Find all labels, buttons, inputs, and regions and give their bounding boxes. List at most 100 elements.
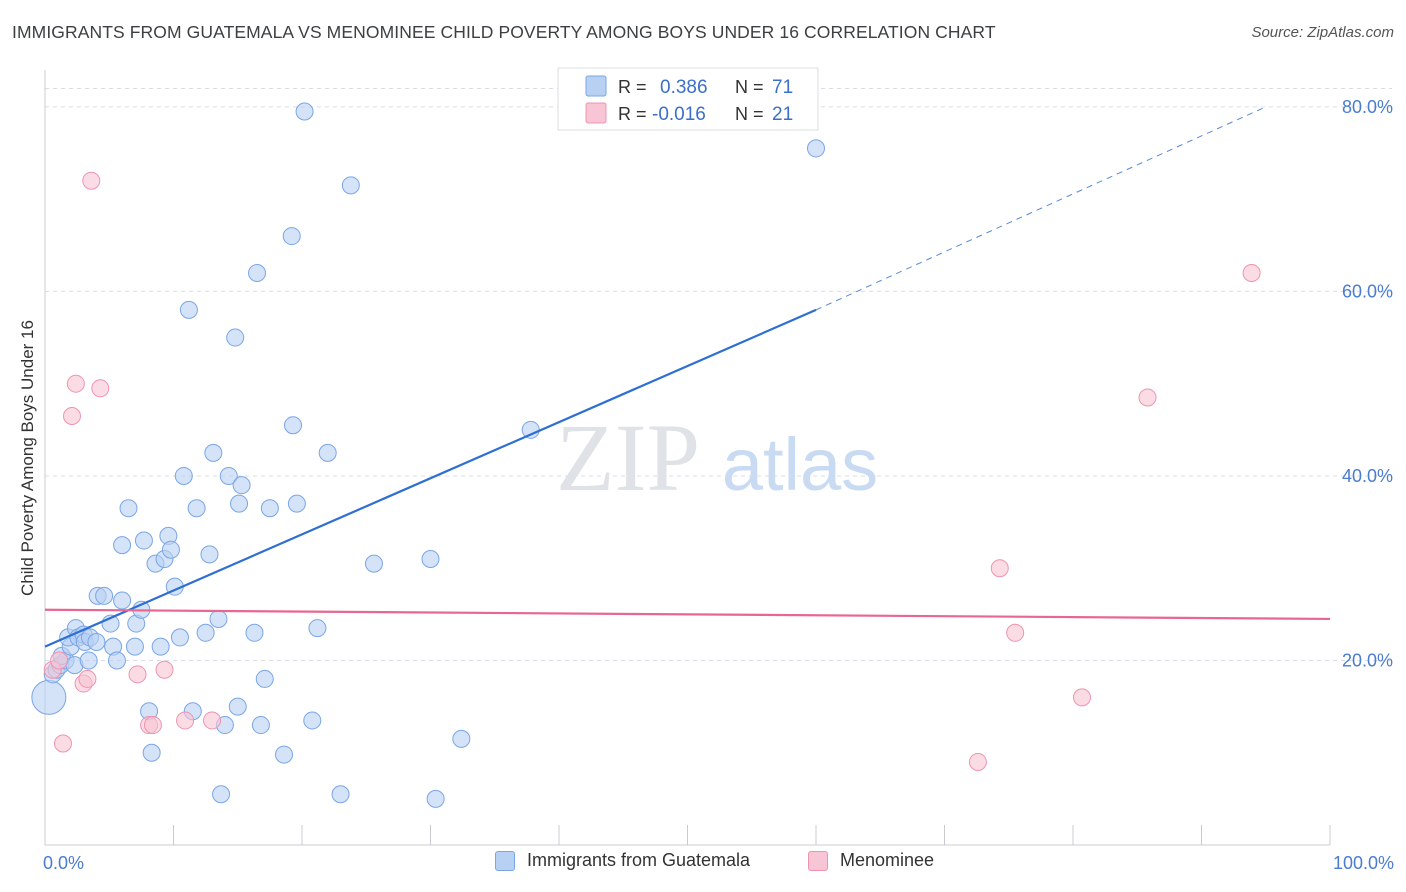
- y-tick-label: 60.0%: [1342, 281, 1393, 301]
- guatemala-point: [521, 420, 540, 439]
- guatemala-point: [170, 628, 189, 647]
- guatemala-point: [142, 743, 161, 762]
- menominee-point: [155, 660, 174, 679]
- bottom-legend: Immigrants from Guatemala Menominee: [0, 850, 1406, 878]
- guatemala-point: [260, 499, 279, 518]
- guatemala-point: [287, 494, 306, 513]
- legend-swatch-blue: [495, 850, 515, 871]
- menominee-point: [968, 752, 987, 771]
- guatemala-point: [161, 540, 180, 559]
- stats-r-label: R =: [618, 104, 647, 124]
- guatemala-point: [807, 139, 825, 158]
- watermark-zip: ZIP: [556, 404, 700, 511]
- guatemala-point: [275, 745, 294, 764]
- guatemala-point: [119, 499, 138, 518]
- guatemala-point: [364, 554, 383, 573]
- stats-n-value: 21: [772, 104, 793, 125]
- y-tick-label: 80.0%: [1342, 97, 1393, 117]
- menominee-point: [66, 374, 85, 393]
- stats-legend-swatch-pink: [585, 102, 607, 124]
- menominee-point: [1242, 263, 1261, 282]
- y-axis-label: Child Poverty Among Boys Under 16: [18, 320, 37, 596]
- chart-title: IMMIGRANTS FROM GUATEMALA VS MENOMINEE C…: [12, 22, 996, 42]
- y-tick-label: 20.0%: [1342, 650, 1393, 670]
- guatemala-point: [107, 651, 126, 670]
- guatemala-point: [212, 785, 231, 804]
- trend-layer: [44, 106, 1331, 648]
- menominee-point: [128, 665, 147, 684]
- guatemala-point: [113, 536, 132, 555]
- legend-label-guatemala: Immigrants from Guatemala: [527, 850, 751, 870]
- guatemala-trend-line: [44, 308, 817, 648]
- guatemala-point: [282, 227, 301, 246]
- legend-item-guatemala: Immigrants from Guatemala: [495, 850, 750, 871]
- guatemala-point: [230, 494, 249, 513]
- guatemala-point: [284, 416, 303, 435]
- guatemala-point: [426, 789, 445, 808]
- menominee-point: [203, 711, 222, 730]
- guatemala-point: [209, 609, 228, 628]
- guatemala-point: [331, 785, 350, 804]
- guatemala-point: [251, 716, 270, 735]
- guatemala-point: [245, 623, 264, 642]
- guatemala-point: [113, 591, 132, 610]
- guatemala-point: [318, 443, 337, 462]
- watermark: ZIP atlas: [556, 404, 878, 511]
- guatemala-point: [232, 476, 251, 495]
- menominee-point: [1006, 623, 1025, 642]
- guatemala-point: [134, 531, 153, 550]
- stats-r-value: 0.386: [660, 77, 708, 98]
- axis-layer: 20.0% 40.0% 60.0% 80.0% 0.0% 100.0%: [43, 70, 1394, 873]
- guatemala-point: [95, 586, 114, 605]
- menominee-point: [53, 734, 72, 753]
- legend-swatch-pink: [808, 850, 828, 871]
- stats-r-value: -0.016: [652, 104, 706, 125]
- x-tick-label: 100.0%: [1333, 853, 1394, 873]
- guatemala-point: [174, 466, 193, 485]
- guatemala-point: [255, 669, 274, 688]
- menominee-point: [990, 559, 1009, 578]
- guatemala-point: [219, 466, 238, 485]
- menominee-point: [82, 171, 101, 190]
- guatemala-point: [179, 300, 198, 319]
- stats-n-label: N =: [735, 77, 764, 97]
- guatemala-point: [421, 549, 440, 568]
- guatemala-point: [341, 176, 360, 195]
- menominee-point: [176, 711, 195, 730]
- stats-n-label: N =: [735, 104, 764, 124]
- guatemala-point: [187, 499, 206, 518]
- guatemala-point: [452, 729, 471, 748]
- guatemala-point: [125, 637, 144, 656]
- guatemala-point: [204, 443, 223, 462]
- guatemala-point: [295, 102, 314, 121]
- menominee-point: [62, 406, 81, 425]
- guatemala-point: [200, 545, 219, 564]
- guatemala-trend-extension: [815, 106, 1266, 311]
- stats-legend-swatch-blue: [585, 75, 607, 97]
- y-tick-label: 40.0%: [1342, 466, 1393, 486]
- legend-item-menominee: Menominee: [808, 850, 934, 871]
- x-tick-label: 0.0%: [43, 853, 84, 873]
- guatemala-point: [31, 679, 67, 715]
- menominee-point: [143, 716, 162, 735]
- guatemala-point: [87, 633, 106, 652]
- stats-n-value: 71: [772, 77, 793, 98]
- menominee-point: [78, 669, 97, 688]
- menominee-point: [91, 379, 110, 398]
- menominee-point: [1072, 688, 1091, 707]
- menominee-point: [50, 651, 69, 670]
- guatemala-point: [228, 697, 247, 716]
- stats-r-label: R =: [618, 77, 647, 97]
- guatemala-point: [303, 711, 322, 730]
- guatemala-point: [248, 263, 267, 282]
- grid-layer: [45, 87, 1392, 661]
- menominee-point: [1138, 388, 1157, 407]
- guatemala-point: [79, 651, 98, 670]
- menominee-trend-line: [44, 608, 1331, 621]
- guatemala-point: [226, 328, 245, 347]
- watermark-atlas: atlas: [722, 423, 878, 506]
- guatemala-point: [151, 637, 170, 656]
- stats-legend: R = 0.386 N = 71 R = -0.016 N = 21: [557, 67, 819, 131]
- legend-label-menominee: Menominee: [840, 850, 935, 870]
